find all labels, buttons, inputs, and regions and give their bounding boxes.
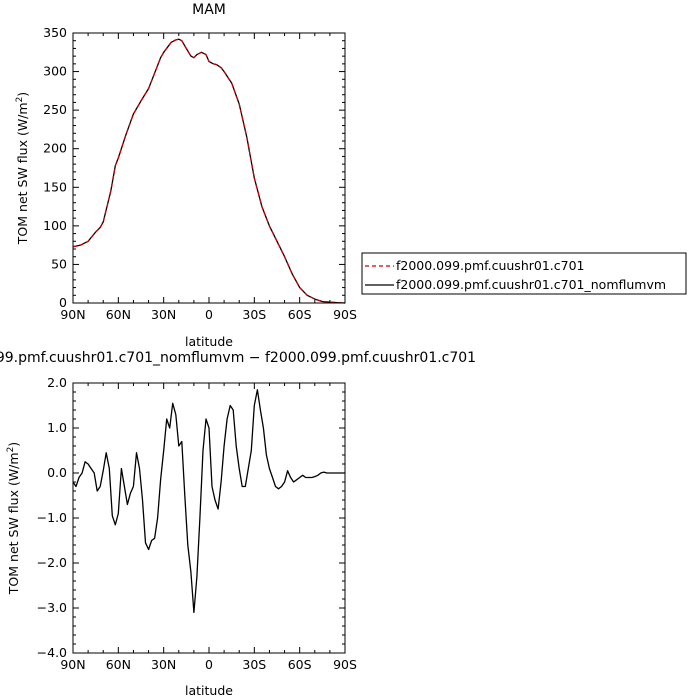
x-tick-label: 90S [333,307,357,322]
x-tick-label: 90N [60,657,85,672]
y-tick-label: 2.0 [47,375,67,390]
x-tick-label: 0 [205,657,213,672]
legend-label-experiment: f2000.099.pmf.cuushr01.c701_nomflumvm [396,277,666,292]
x-tick-label: 90S [333,657,357,672]
legend: f2000.099.pmf.cuushr01.c701 f2000.099.pm… [361,252,687,295]
y-tick-label: 1.0 [47,420,67,435]
top-plot-frame [72,32,346,304]
y-tick-label: 100 [43,218,67,233]
bottom-plot-frame [72,382,346,654]
legend-frame [361,252,687,295]
bottom-plot-x-axis-title: latitude [185,683,233,698]
y-tick-label: 50 [51,256,67,271]
x-tick-label: 30N [151,307,176,322]
y-tick-label: 150 [43,179,67,194]
y-tick-label: −4.0 [37,645,67,660]
top-series-line-1 [72,38,346,304]
y-tick-label: −2.0 [37,555,67,570]
y-tick-label: 300 [43,64,67,79]
x-tick-label: 0 [205,307,213,322]
bottom-series-line-0 [72,389,345,614]
x-tick-label: 60N [106,307,131,322]
x-tick-label: 30N [151,657,176,672]
x-tick-label: 30S [242,307,266,322]
y-tick-label: 0 [59,295,67,310]
bottom-plot-title: f2000.099.pmf.cuushr01.c701_nomflumvm − … [0,350,476,366]
legend-label-control: f2000.099.pmf.cuushr01.c701 [396,258,585,273]
y-tick-label: 350 [43,25,67,40]
y-tick-label: −1.0 [37,510,67,525]
top-series-line-0 [72,38,346,304]
x-tick-label: 60S [288,657,312,672]
x-tick-label: 30S [242,657,266,672]
bottom-panel: f2000.099.pmf.cuushr01.c701_nomflumvm − … [0,350,476,698]
x-tick-label: 60S [288,307,312,322]
y-tick-label: −3.0 [37,600,67,615]
top-panel: MAM TOM net SW flux (W/m2) latitude 90N 6… [15,2,357,349]
top-plot-x-axis-title: latitude [185,334,233,349]
y-tick-label: 0.0 [47,465,67,480]
x-tick-label: 90N [60,307,85,322]
y-tick-label: 250 [43,102,67,117]
y-tick-label: 200 [43,141,67,156]
top-plot-title: MAM [192,2,226,18]
top-plot-y-axis-title: TOM net SW flux (W/m2) [15,92,30,245]
bottom-plot-y-axis-title: TOM net SW flux (W/m2) [6,442,21,595]
x-tick-label: 60N [106,657,131,672]
